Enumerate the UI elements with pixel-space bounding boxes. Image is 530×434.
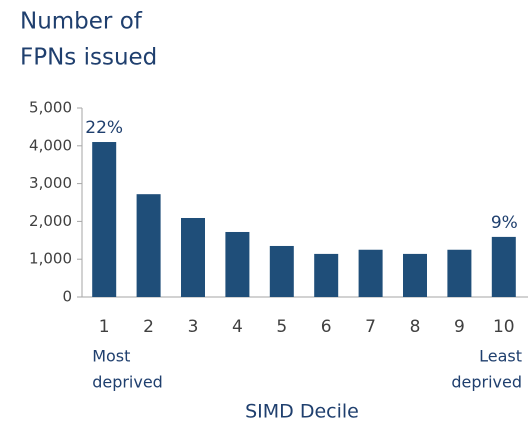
x-tick-label: 4 [232,317,243,337]
y-tick-label: 0 [62,288,72,306]
data-label: 22% [85,118,123,138]
x-tick-label: 5 [276,317,287,337]
bar [181,217,205,297]
x-tick-label: 7 [365,317,376,337]
bar [358,249,383,297]
category-note: deprived [92,373,163,392]
x-tick-label: 8 [410,317,421,337]
x-tick-label: 10 [493,317,515,337]
bar [225,231,250,297]
y-tick-label: 2,000 [29,212,72,230]
y-tick-label: 4,000 [29,136,72,154]
y-tick-label: 1,000 [29,250,72,268]
bar [491,236,516,297]
bar [136,194,161,297]
chart-title: Number of [20,9,143,35]
y-tick-label: 5,000 [29,99,72,117]
x-tick-label: 1 [99,317,110,337]
category-note: Least [479,347,522,366]
x-axis-title: SIMD Decile [245,401,359,423]
bar [269,245,294,297]
x-tick-label: 9 [454,317,465,337]
y-tick-label: 3,000 [29,174,72,192]
category-note: deprived [451,373,522,392]
data-label: 9% [491,213,518,233]
bar [403,253,427,297]
bar [447,249,472,297]
chart-title: FPNs issued [20,45,157,71]
x-tick-label: 6 [321,317,332,337]
bar [92,142,117,297]
x-tick-label: 3 [188,317,199,337]
x-tick-label: 2 [143,317,154,337]
category-note: Most [92,347,130,366]
bar [314,253,339,297]
